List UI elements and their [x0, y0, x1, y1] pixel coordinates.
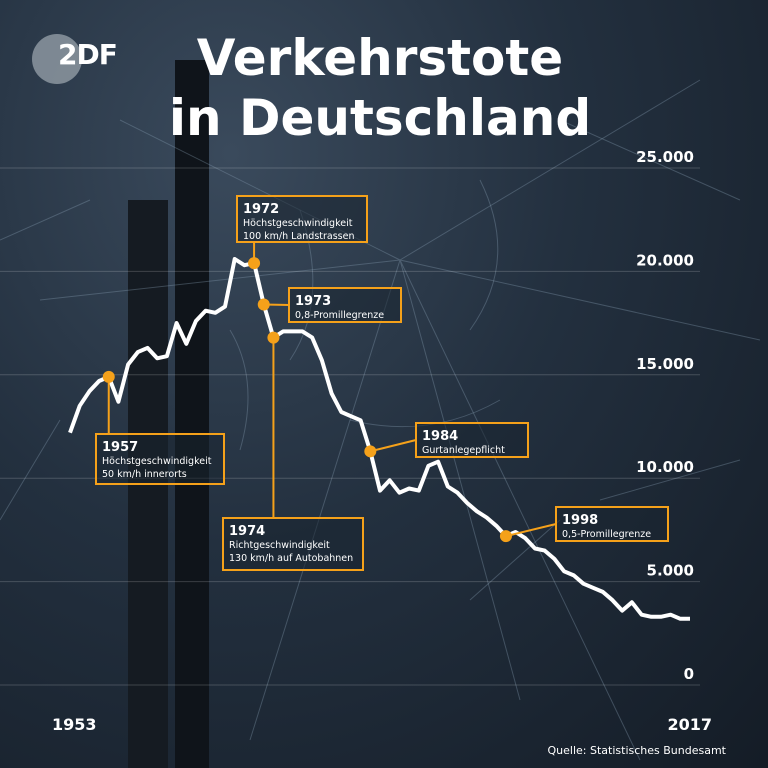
annotation-box-1974	[222, 517, 364, 571]
annotation-text-1: 0,5-Promillegrenze	[562, 529, 651, 540]
y-tick-label: 20.000	[636, 251, 694, 269]
annotation-text-1: 0,8-Promillegrenze	[295, 310, 384, 321]
connector-1998	[505, 523, 557, 538]
annotation-text-2: 50 km/h innerorts	[102, 469, 187, 480]
annotation-box-1984	[415, 422, 529, 458]
annotation-year: 1984	[422, 429, 458, 444]
title-line-1: Verkehrstote	[196, 29, 564, 87]
grid-lines	[0, 167, 700, 686]
x-axis-ticks: 1953 2017	[52, 715, 712, 734]
annotation-dot-1984	[364, 445, 377, 458]
annotation-box-1973	[288, 287, 402, 323]
annotation-text-1: Höchstgeschwindigkeit	[102, 456, 212, 467]
y-tick-label: 0	[684, 665, 694, 683]
annotation-box-1972	[236, 195, 368, 243]
annotation-dot-1957	[102, 370, 115, 383]
annotation-dot-1973	[257, 298, 270, 311]
annotation-box-1957	[95, 433, 225, 485]
annotation-year: 1998	[562, 513, 598, 528]
wiper-arm	[175, 60, 209, 768]
page-title: Verkehrstote in Deutschland	[150, 28, 610, 148]
y-axis-ticks: 0 5.000 10.000 15.000 20.000 25.000	[636, 148, 694, 683]
annotation-dot-1972	[248, 257, 261, 270]
brand-logo-text: 2DF	[58, 38, 118, 71]
y-tick-label: 15.000	[636, 355, 694, 373]
y-tick-label: 25.000	[636, 148, 694, 166]
series-line-fatalities	[68, 257, 690, 621]
x-tick-label-start: 1953	[52, 715, 97, 734]
annotation-box-1998	[555, 506, 669, 542]
annotation-year: 1957	[102, 440, 138, 455]
connector-1984	[370, 439, 417, 453]
y-tick-label: 10.000	[636, 458, 694, 476]
annotation-text-2: 100 km/h Landstrassen	[243, 231, 354, 242]
annotation-dot-1998	[499, 530, 512, 543]
zdf-logo-icon	[32, 34, 82, 84]
annotation-text-1: Gurtanlegepflicht	[422, 445, 505, 456]
annotation-text-2: 130 km/h auf Autobahnen	[229, 553, 353, 564]
title-line-2: in Deutschland	[168, 89, 592, 147]
y-tick-label: 5.000	[647, 562, 694, 580]
annotation-year: 1973	[295, 294, 331, 309]
annotation-year: 1972	[243, 202, 279, 217]
annotation-text-1: Richtgeschwindigkeit	[229, 540, 330, 551]
source-note: Quelle: Statistisches Bundesamt	[547, 744, 726, 757]
annotation-text-1: Höchstgeschwindigkeit	[243, 218, 353, 229]
annotation-dot-1974	[267, 331, 280, 344]
annotation-year: 1974	[229, 524, 265, 539]
x-tick-label-end: 2017	[667, 715, 712, 734]
